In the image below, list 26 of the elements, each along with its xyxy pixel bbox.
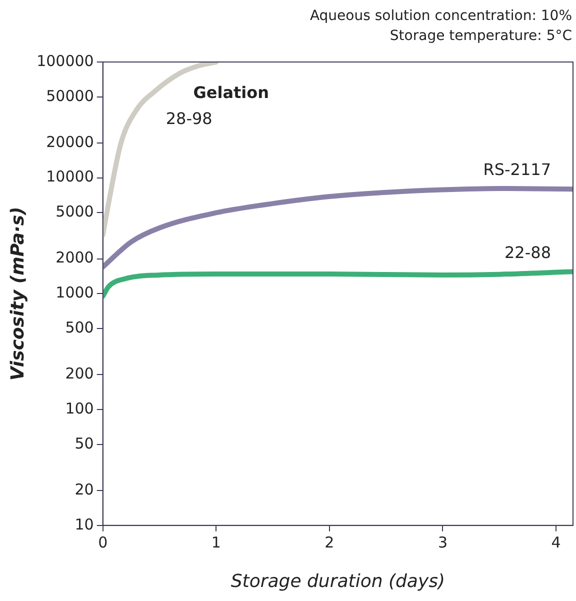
y-tick-label: 20	[74, 480, 94, 498]
text: Aqueous solution concentration: 10%	[310, 7, 572, 26]
x-axis-title: Storage duration (days)	[230, 570, 446, 592]
x-tick-label: 1	[211, 533, 221, 552]
y-axis-title: Viscosity (mPa·s)	[7, 206, 28, 381]
x-tick-label: 4	[551, 533, 561, 552]
y-tick-label: 1000	[56, 284, 94, 302]
x-tick-label: 0	[98, 533, 108, 552]
annotation: Gelation	[193, 83, 270, 102]
series-label: 28-98	[166, 109, 212, 128]
y-tick-label: 10000	[46, 168, 94, 186]
x-tick-label: 2	[324, 533, 334, 552]
y-tick-label: 100	[65, 399, 94, 418]
text: Storage temperature: 5°C	[388, 27, 572, 46]
y-tick-label: 500	[65, 318, 94, 336]
x-tick-label: 3	[438, 533, 448, 552]
y-tick-label: 50	[74, 434, 94, 452]
y-tick-label: 10	[74, 515, 94, 534]
y-tick-label: 20000	[46, 132, 94, 151]
series-label: 22-88	[504, 242, 551, 262]
series-label: RS-2117	[483, 160, 551, 180]
y-tick-label: 100000	[36, 52, 94, 70]
y-tick-label: 50000	[46, 86, 94, 105]
y-tick-label: 200	[65, 364, 94, 383]
y-tick-label: 5000	[56, 202, 94, 221]
y-tick-label: 2000	[56, 248, 94, 267]
